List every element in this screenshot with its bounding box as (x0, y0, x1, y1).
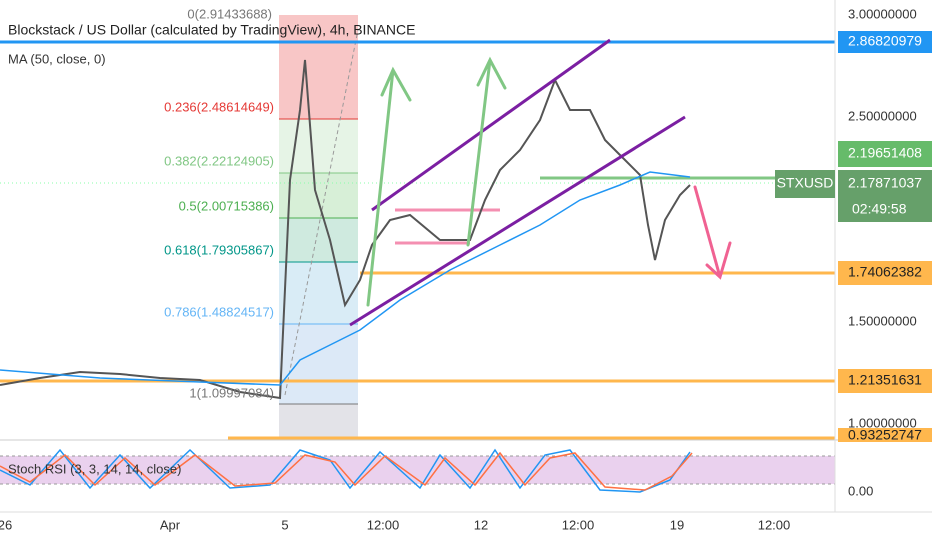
moving-average (0, 171, 691, 386)
chart-title: Blockstack / US Dollar (calculated by Tr… (8, 22, 415, 38)
channel-line (349, 115, 686, 327)
stoch-k (0, 448, 691, 493)
fib-label: 0.382(2.22124905) (164, 153, 274, 168)
fib-label: 0.5(2.00715386) (179, 198, 274, 213)
fib-label: 0.786(1.48824517) (164, 304, 274, 319)
time-label: 12:00 (758, 517, 791, 532)
time-label: 26 (0, 517, 12, 532)
fib-zone (279, 404, 358, 440)
time-label: 19 (670, 517, 684, 532)
price-axis-label: 1.00000000 (848, 415, 917, 430)
fib-label: 0(2.91433688) (187, 6, 272, 21)
indicator-label: MA (50, close, 0) (8, 51, 106, 66)
fib-zone (279, 119, 358, 173)
price-tag: 2.86820979 (848, 33, 922, 49)
price-tag: 0.93252747 (848, 427, 922, 443)
fib-lines (279, 29, 359, 405)
fib-label: 0.618(1.79305867) (164, 242, 274, 257)
time-label: 12 (474, 517, 488, 532)
channel-line (371, 38, 611, 212)
time-label: 12:00 (562, 517, 595, 532)
price-axis-label: 1.50000000 (848, 313, 917, 328)
price-axis-label: 3.00000000 (848, 6, 917, 21)
fib-label: 1(1.09997084) (189, 385, 274, 400)
fib-label: 0.236(2.48614649) (164, 99, 274, 114)
price-tags (775, 31, 932, 442)
price-tag: 1.21351631 (848, 372, 922, 388)
time-axis: 26 Apr 5 12:00 12 12:00 19 12:00 (0, 517, 790, 532)
price-path (0, 59, 691, 400)
price-tag: 1.74062382 (848, 264, 922, 280)
stoch-axis-label: 0.00 (848, 483, 873, 498)
stoch-d (0, 451, 693, 491)
symbol-tag: STXUSD (777, 175, 834, 191)
arrows (366, 56, 732, 307)
fib-zone (279, 15, 358, 119)
fib-zone (279, 262, 358, 324)
fib-zone (279, 218, 358, 262)
time-label: 5 (281, 517, 288, 532)
price-axis-label: 2.50000000 (848, 108, 917, 123)
stoch-label: Stoch RSI (3, 3, 14, 14, close) (8, 461, 181, 476)
time-label: 12:00 (367, 517, 400, 532)
fib-zone (279, 173, 358, 218)
price-tag: 2.19651408 (848, 145, 922, 161)
time-label: Apr (160, 517, 181, 532)
countdown: 02:49:58 (852, 201, 907, 217)
price-tag: 2.17871037 (848, 175, 922, 191)
